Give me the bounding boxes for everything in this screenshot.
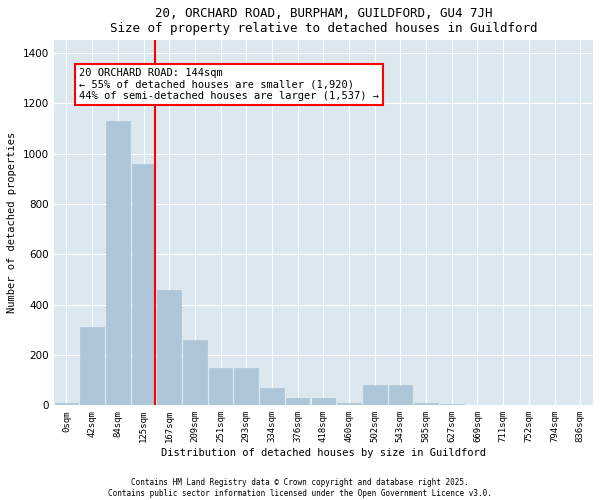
Text: 20 ORCHARD ROAD: 144sqm
← 55% of detached houses are smaller (1,920)
44% of semi: 20 ORCHARD ROAD: 144sqm ← 55% of detache… — [79, 68, 379, 101]
Bar — [260, 388, 284, 406]
Bar — [440, 404, 464, 406]
Bar — [389, 385, 412, 406]
Bar — [106, 121, 130, 406]
Bar — [311, 398, 335, 406]
Bar — [157, 290, 181, 406]
Bar — [80, 328, 104, 406]
Bar — [363, 385, 386, 406]
Bar — [55, 403, 78, 406]
Bar — [286, 398, 310, 406]
Bar — [209, 368, 232, 406]
Title: 20, ORCHARD ROAD, BURPHAM, GUILDFORD, GU4 7JH
Size of property relative to detac: 20, ORCHARD ROAD, BURPHAM, GUILDFORD, GU… — [110, 7, 537, 35]
Bar — [414, 403, 438, 406]
Bar — [337, 403, 361, 406]
Bar — [132, 164, 155, 406]
X-axis label: Distribution of detached houses by size in Guildford: Distribution of detached houses by size … — [161, 448, 486, 458]
Bar — [183, 340, 207, 406]
Y-axis label: Number of detached properties: Number of detached properties — [7, 132, 17, 314]
Text: Contains HM Land Registry data © Crown copyright and database right 2025.
Contai: Contains HM Land Registry data © Crown c… — [108, 478, 492, 498]
Bar — [235, 368, 258, 406]
